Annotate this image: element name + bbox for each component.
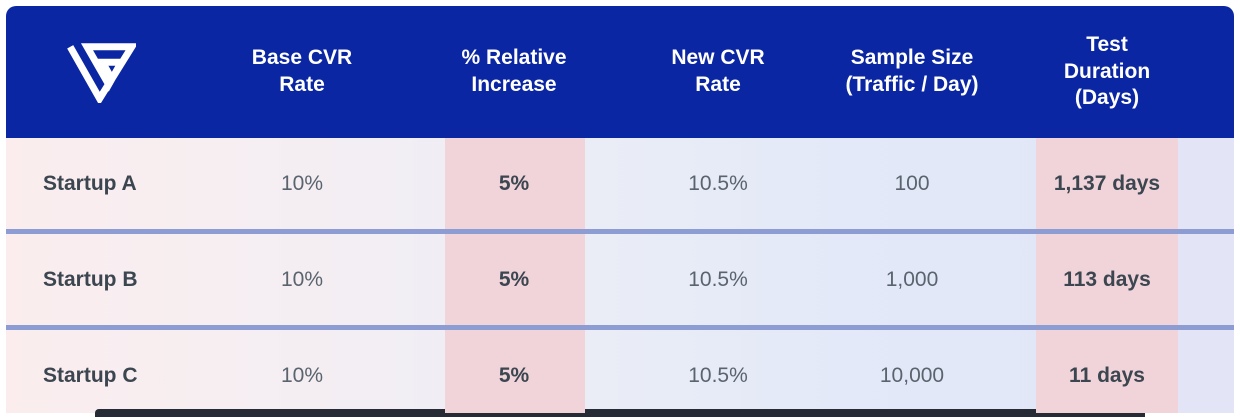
relative-increase-value: 5% [498,363,530,387]
table-row-startup-b: Startup B 10% 5% 10.5% 1,000 113 days [6,234,1234,325]
base-cvr-value: 10% [280,363,324,387]
column-header-test-duration: Test Duration (Days) [1063,32,1151,110]
test-duration-value: 113 days [1063,267,1151,291]
new-cvr-value: 10.5% [688,363,748,387]
table-row-startup-c: Startup C 10% 5% 10.5% 10,000 11 days [6,330,1234,413]
relative-increase-value: 5% [498,171,530,195]
sample-size-value: 10,000 [879,363,945,387]
highlight-band-test-duration [1036,138,1178,413]
highlight-band-relative-increase [445,138,585,413]
row-label: Startup B [43,267,138,291]
row-label: Startup A [43,171,137,195]
column-header-new-cvr: New CVR Rate [671,46,765,96]
test-duration-value: 1,137 days [1053,171,1161,195]
row-label: Startup C [43,363,138,387]
row-separator [6,229,1234,234]
new-cvr-value: 10.5% [688,171,748,195]
header-logo-cell [6,41,196,103]
row-separator [6,325,1234,330]
table-body: Startup A 10% 5% 10.5% 100 1,137 days St… [6,138,1234,413]
column-header-relative-increase: % Relative Increase [461,46,567,96]
base-cvr-value: 10% [280,171,324,195]
column-header-base-cvr: Base CVR Rate [251,46,353,96]
comparison-table-card: Base CVR Rate % Relative Increase New CV… [6,6,1234,413]
table-row-startup-a: Startup A 10% 5% 10.5% 100 1,137 days [6,138,1234,229]
sample-size-value: 1,000 [885,267,939,291]
base-cvr-value: 10% [280,267,324,291]
new-cvr-value: 10.5% [688,267,748,291]
relative-increase-value: 5% [498,267,530,291]
sample-size-value: 100 [894,171,930,195]
column-header-sample-size: Sample Size (Traffic / Day) [845,46,979,96]
table-header-row: Base CVR Rate % Relative Increase New CV… [6,6,1234,138]
test-duration-value: 11 days [1069,363,1145,387]
brand-triangle-logo-icon [6,41,196,103]
